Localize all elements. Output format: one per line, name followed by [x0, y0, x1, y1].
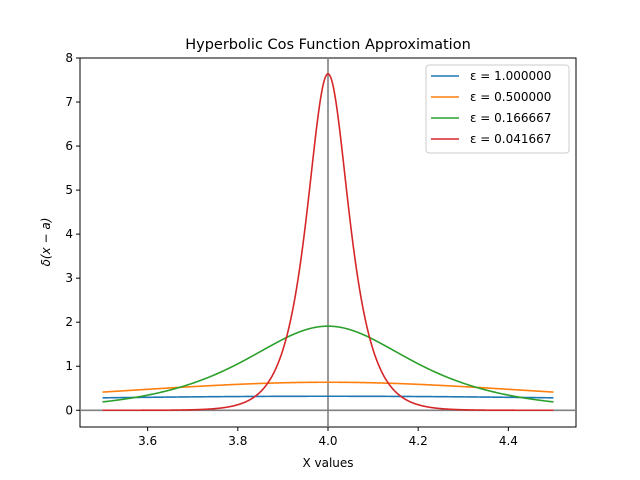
- series-line-1: [102, 395, 554, 399]
- x-tick-label: 3.6: [138, 434, 157, 448]
- legend-label-3: ε = 0.166667: [470, 111, 551, 125]
- legend-label-1: ε = 1.000000: [470, 69, 551, 83]
- y-tick-label: 5: [65, 183, 73, 197]
- x-tick-label: 4.2: [409, 434, 428, 448]
- chart-title: Hyperbolic Cos Function Approximation: [185, 37, 471, 53]
- series-lines: [102, 73, 554, 412]
- x-tick-label: 4.4: [499, 434, 518, 448]
- y-tick-label: 2: [65, 315, 73, 329]
- legend: ε = 1.000000 ε = 0.500000 ε = 0.166667 ε = …: [425, 64, 570, 154]
- series-line-3: [102, 325, 554, 403]
- y-tick-label: 8: [65, 51, 73, 65]
- x-tick-label: 4.0: [318, 434, 337, 448]
- x-axis-label: X values: [302, 456, 353, 470]
- x-tick-label: 3.8: [228, 434, 247, 448]
- y-axis-label: δ(x − a): [39, 218, 53, 267]
- legend-box: [425, 64, 570, 154]
- y-tick-label: 3: [65, 271, 73, 285]
- y-axis-ticks: 0 1 2 3 4 5 6 7 8: [65, 51, 80, 417]
- legend-label-4: ε = 0.041667: [470, 132, 551, 146]
- y-tick-label: 1: [65, 359, 73, 373]
- y-tick-label: 4: [65, 227, 73, 241]
- y-tick-label: 7: [65, 95, 73, 109]
- legend-label-2: ε = 0.500000: [470, 90, 551, 104]
- series-line-4: [102, 73, 554, 412]
- y-tick-label: 0: [65, 403, 73, 417]
- x-axis-ticks: 3.6 3.8 4.0 4.2 4.4: [138, 427, 518, 448]
- y-tick-label: 6: [65, 139, 73, 153]
